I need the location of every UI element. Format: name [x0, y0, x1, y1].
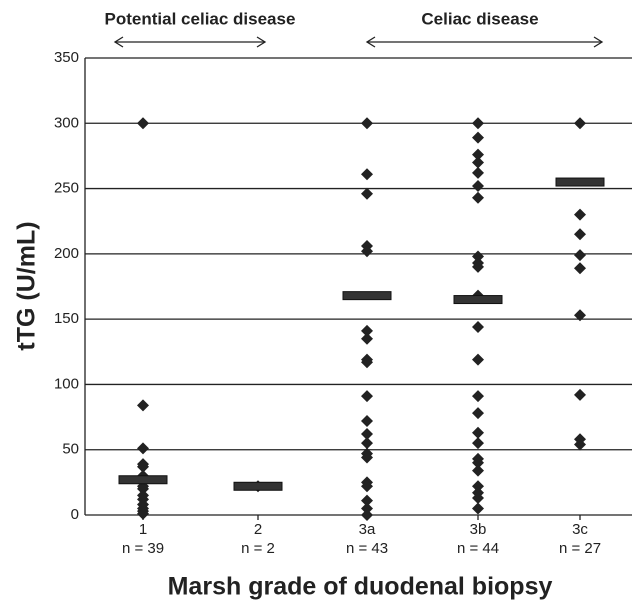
- point: [472, 492, 484, 505]
- point: [361, 502, 373, 515]
- x-tick-label: 3b: [470, 521, 487, 538]
- y-tick-label: 0: [71, 506, 79, 523]
- point: [361, 480, 373, 493]
- point: [361, 245, 373, 258]
- point: [137, 399, 149, 412]
- point: [472, 117, 484, 130]
- arrows: [113, 36, 604, 48]
- point: [472, 407, 484, 420]
- x-count-label: n = 43: [346, 540, 388, 557]
- median-bar: [453, 295, 503, 305]
- point: [361, 437, 373, 450]
- annotation: Potential celiac disease: [105, 9, 296, 28]
- y-axis-title: tTG (U/mL): [13, 221, 41, 350]
- point: [472, 456, 484, 469]
- point: [472, 166, 484, 179]
- y-tick-label: 350: [54, 49, 79, 66]
- point: [361, 356, 373, 369]
- y-tick-label: 300: [54, 114, 79, 131]
- x-tick-label: 1: [139, 521, 147, 538]
- point: [137, 460, 149, 473]
- point: [361, 390, 373, 403]
- point: [472, 156, 484, 169]
- point: [137, 482, 149, 495]
- point: [574, 228, 586, 241]
- point: [472, 250, 484, 263]
- point: [574, 262, 586, 275]
- y-tick-label: 100: [54, 375, 79, 392]
- point: [137, 507, 149, 520]
- point: [361, 414, 373, 427]
- x-tick-label: 3a: [359, 521, 376, 538]
- point: [574, 309, 586, 322]
- x-axis-title: Marsh grade of duodenal biopsy: [168, 573, 553, 601]
- point: [361, 187, 373, 200]
- point: [361, 494, 373, 507]
- point: [361, 168, 373, 181]
- point: [361, 117, 373, 130]
- point: [574, 438, 586, 451]
- point: [472, 148, 484, 161]
- x-tick-label: 3c: [572, 521, 588, 538]
- point: [137, 117, 149, 130]
- annotation: Celiac disease: [421, 9, 538, 28]
- point: [574, 117, 586, 130]
- x-count-label: n = 2: [241, 540, 275, 557]
- median-bar: [118, 475, 168, 485]
- median-bar: [233, 481, 283, 491]
- point: [472, 390, 484, 403]
- point: [137, 442, 149, 455]
- point: [472, 131, 484, 144]
- point: [472, 480, 484, 493]
- point: [574, 249, 586, 262]
- point: [361, 332, 373, 345]
- point: [361, 428, 373, 441]
- point: [361, 324, 373, 337]
- point: [472, 464, 484, 477]
- point: [472, 191, 484, 204]
- point: [472, 260, 484, 273]
- point: [574, 388, 586, 401]
- median-bar: [555, 177, 605, 187]
- point: [472, 179, 484, 192]
- point: [472, 502, 484, 515]
- x-count-label: n = 27: [559, 540, 601, 557]
- x-tick-label: 2: [254, 521, 262, 538]
- x-count-label: n = 39: [122, 540, 164, 557]
- median-bar: [342, 291, 392, 301]
- point: [361, 451, 373, 464]
- point: [361, 509, 373, 521]
- point: [472, 320, 484, 333]
- y-tick-label: 200: [54, 245, 79, 262]
- y-tick-label: 250: [54, 180, 79, 197]
- point: [472, 353, 484, 366]
- point: [472, 426, 484, 439]
- y-tick-label: 150: [54, 310, 79, 327]
- point: [472, 437, 484, 450]
- y-tick-label: 50: [62, 441, 79, 458]
- point: [574, 208, 586, 221]
- x-count-label: n = 44: [457, 540, 499, 557]
